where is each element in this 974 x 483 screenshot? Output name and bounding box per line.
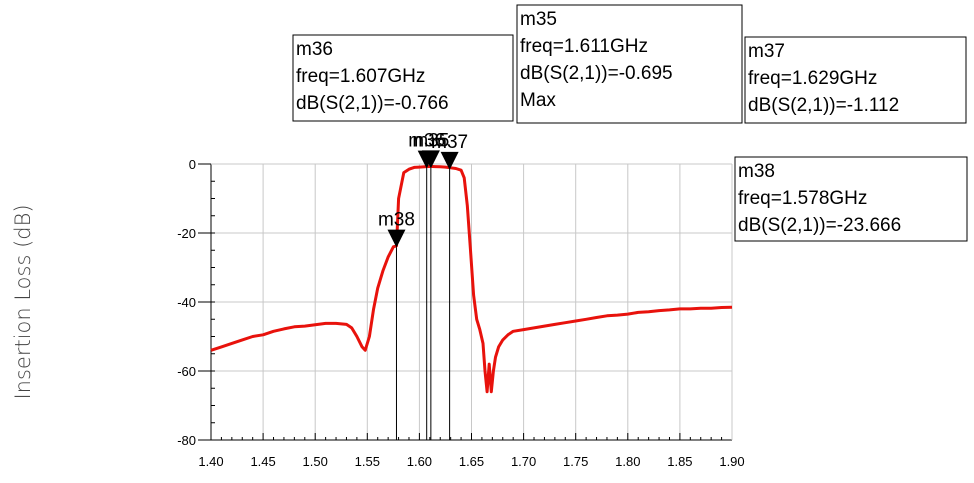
- marker-readout-line: m36: [296, 39, 333, 60]
- marker-readout-frame: [292, 34, 514, 122]
- x-tick-label: 1.65: [459, 454, 484, 469]
- marker-readout-line: Max: [520, 90, 556, 111]
- marker-readout-line: m38: [738, 161, 775, 182]
- marker-readout-m35: m35 freq=1.611GHz dB(S(2,1))=-0.695 Max: [516, 4, 743, 124]
- marker-readout-m36: m36 freq=1.607GHz dB(S(2,1))=-0.766: [292, 34, 514, 122]
- marker-symbol-m37: [440, 151, 459, 170]
- marker-readouts: m35 freq=1.611GHz dB(S(2,1))=-0.695 Max m36 f…: [292, 4, 968, 242]
- grid: [211, 164, 732, 440]
- x-tick-labels: 1.40 1.45 1.50 1.55 1.60 1.65 1.70 1.75 1.80 1.85…: [198, 454, 744, 469]
- marker-label-m35: m35: [412, 130, 449, 151]
- marker-label-m37: m37: [431, 132, 468, 153]
- marker-readout-line: freq=1.629GHz: [748, 68, 877, 89]
- marker-readout-line: freq=1.611GHz: [520, 36, 648, 57]
- y-tick-label: -40: [177, 295, 196, 310]
- marker-readout-line: freq=1.578GHz: [738, 188, 867, 209]
- marker-symbol-m38: [387, 229, 406, 248]
- marker-symbol-m36: [417, 150, 436, 169]
- marker-label-m38: m38: [378, 210, 415, 231]
- y-tick-labels: 0 -20 -40 -60 -80: [177, 157, 196, 448]
- y-axis-label: Insertion Loss (dB): [11, 204, 35, 399]
- y-tick-label: -80: [177, 433, 196, 448]
- x-tick-label: 1.50: [303, 454, 328, 469]
- x-tick-label: 1.90: [719, 454, 744, 469]
- marker-readout-line: m37: [748, 41, 785, 62]
- y-tick-label: -60: [177, 364, 196, 379]
- marker-readout-line: m35: [520, 9, 557, 30]
- y-tick-label: -20: [177, 226, 196, 241]
- series-layer: [210, 164, 733, 394]
- y-tick-label: 0: [189, 157, 196, 172]
- x-tick-label: 1.40: [198, 454, 223, 469]
- marker-readout-line: dB(S(2,1))=-0.766: [296, 93, 449, 114]
- series-line: [210, 164, 733, 394]
- x-tick-label: 1.80: [615, 454, 640, 469]
- x-tick-label: 1.75: [563, 454, 588, 469]
- marker-label-m36: m36: [408, 131, 445, 152]
- marker-readout-line: dB(S(2,1))=-23.666: [738, 215, 901, 236]
- x-tick-label: 1.85: [667, 454, 692, 469]
- x-tick-label: 1.55: [355, 454, 380, 469]
- x-tick-label: 1.70: [511, 454, 536, 469]
- marker-readout-line: dB(S(2,1))=-1.112: [748, 95, 899, 116]
- marker-readout-m38: m38 freq=1.578GHz dB(S(2,1))=-23.666: [734, 156, 968, 242]
- marker-readout-line: dB(S(2,1))=-0.695: [520, 63, 673, 84]
- marker-readout-line: freq=1.607GHz: [296, 66, 425, 87]
- x-tick-label: 1.45: [250, 454, 275, 469]
- x-tick-label: 1.60: [407, 454, 432, 469]
- marker-readout-frame: [744, 36, 967, 124]
- marker-readout-frame: [516, 4, 743, 124]
- axes: [198, 163, 733, 441]
- marker-readout-frame: [734, 156, 968, 242]
- marker-readout-m37: m37 freq=1.629GHz dB(S(2,1))=-1.112: [744, 36, 967, 124]
- marker-lines: [395, 164, 451, 440]
